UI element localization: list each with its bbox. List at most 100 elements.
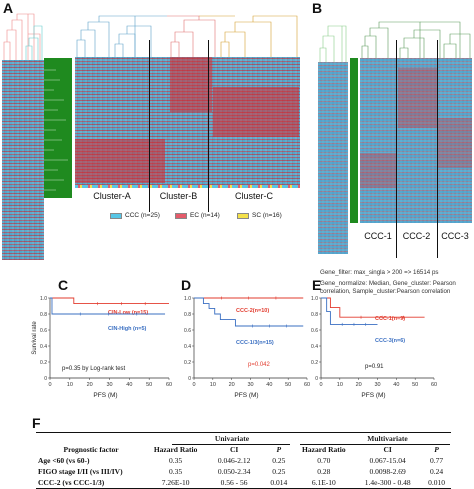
legend-label-sc: SC (n=16) bbox=[252, 212, 282, 219]
x-tick-label: 30 bbox=[247, 382, 253, 388]
legend-item-ec: EC (n=14) bbox=[175, 212, 220, 219]
km-plot-d: 1.0 0.8 0.6 0.4 0.2 00 10 20 30 40 50 60 PFS (M) CCC-… bbox=[184, 296, 310, 399]
y-tick-label: 0.8 bbox=[311, 312, 318, 318]
km-series-label: CIN-High (n=5) bbox=[108, 326, 147, 332]
table-header-row: Prognostic factor Hazard Ratio CI P Haza… bbox=[36, 444, 451, 455]
table-cell: 6.1E-10 bbox=[311, 478, 336, 487]
table-cell: 1.4e-300 - 0.48 bbox=[364, 478, 411, 487]
multivariate-rule bbox=[300, 444, 450, 445]
prognostic-table: Prognostic factor Hazard Ratio CI P Haza… bbox=[36, 444, 451, 488]
table-cell: 0.067-15.04 bbox=[369, 456, 406, 465]
table-cell: 0.25 bbox=[272, 456, 286, 465]
legend-swatch-ccc bbox=[110, 212, 122, 219]
km-plot-c: 1.0 0.8 0.6 0.4 0.2 00 10 20 30 40 50 60 PFS (M) Surv… bbox=[32, 296, 172, 399]
km-curve-blue bbox=[321, 297, 378, 325]
table-cell: 0.70 bbox=[317, 456, 331, 465]
table-cell: 0.28 bbox=[317, 467, 331, 476]
km-curve-red bbox=[321, 297, 425, 318]
ccc1-cluster-label: CCC-1 bbox=[364, 231, 392, 241]
y-tick-label: 0.4 bbox=[311, 344, 318, 350]
table-cell: 0.56 - 56 bbox=[220, 478, 248, 487]
x-tick-label: 60 bbox=[431, 382, 437, 388]
cluster-b-label: Cluster-B bbox=[159, 191, 198, 201]
x-tick-label: 30 bbox=[106, 382, 112, 388]
table-cell: 0.24 bbox=[429, 467, 444, 476]
km-series-label: CCC-3(n=6) bbox=[375, 338, 405, 344]
x-tick-label: 0 bbox=[192, 382, 195, 388]
correlation-text: correlation, Sample_cluster:Pearson corr… bbox=[320, 288, 451, 295]
univariate-rule bbox=[172, 444, 290, 445]
p-value-text: p=0.042 bbox=[248, 362, 271, 368]
km-plot-e: 1.0 0.8 0.6 0.4 0.2 00 10 20 30 40 50 60 PFS (M) CCC-… bbox=[311, 296, 437, 399]
km-series-label: CCC-2(n=10) bbox=[236, 308, 269, 314]
table-cell: 0.35 bbox=[169, 456, 183, 465]
table-row: CCC-2 (vs CCC-1/3) 7.26E-10 0.56 - 56 0.… bbox=[36, 477, 451, 488]
cluster-divider-b2 bbox=[437, 40, 438, 258]
x-tick-label: 50 bbox=[285, 382, 291, 388]
y-tick-label: 0.6 bbox=[311, 328, 318, 334]
cluster-divider-b1 bbox=[396, 40, 397, 258]
km-curve-red bbox=[50, 297, 169, 305]
gene-cluster-green-bar-b bbox=[350, 58, 358, 223]
left-heatmap-a bbox=[2, 60, 44, 260]
cluster-c-label: Cluster-C bbox=[234, 191, 273, 201]
table-cell: 0.046-2.12 bbox=[217, 456, 251, 465]
table-cell: 0.010 bbox=[428, 478, 445, 487]
uni-hr-header: Hazard Ratio bbox=[153, 445, 198, 454]
row-factor-label: Age <60 (vs 60-) bbox=[38, 456, 90, 465]
table-top-rule bbox=[36, 432, 451, 433]
legend-swatch-sc bbox=[237, 212, 249, 219]
cluster-divider-a1 bbox=[149, 40, 150, 212]
y-tick-label: 1.0 bbox=[40, 296, 47, 302]
km-series-label: CCC-1/3(n=15) bbox=[236, 340, 274, 346]
uni-p-header: P bbox=[276, 445, 282, 454]
cluster-a-label: Cluster-A bbox=[93, 191, 131, 201]
cluster-divider-a2 bbox=[208, 40, 209, 212]
legend-item-ccc: CCC (n=25) bbox=[110, 212, 160, 219]
km-curve-blue bbox=[194, 297, 304, 327]
legend-label-ec: EC (n=14) bbox=[190, 212, 220, 219]
table-cell: 0.35 bbox=[169, 467, 183, 476]
legend-item-sc: SC (n=16) bbox=[237, 212, 282, 219]
gene-dendrogram-a bbox=[44, 69, 68, 191]
ccc3-cluster-label: CCC-3 bbox=[441, 231, 469, 241]
panel-label-b: B bbox=[312, 0, 323, 16]
table-cell: 0.25 bbox=[272, 467, 286, 476]
y-tick-label: 0 bbox=[44, 376, 47, 382]
ccc2-cluster-label: CCC-2 bbox=[402, 231, 431, 241]
y-tick-label: 0.2 bbox=[184, 360, 191, 366]
x-tick-label: 40 bbox=[266, 382, 272, 388]
gene-cluster-green-bar-a bbox=[44, 58, 72, 198]
y-tick-label: 0.6 bbox=[184, 328, 191, 334]
x-tick-label: 50 bbox=[146, 382, 152, 388]
univariate-header: Univariate bbox=[214, 434, 250, 443]
y-tick-label: 0 bbox=[188, 376, 191, 382]
table-row: FIGO stage I/II (vs III/IV) 0.35 0.050-2… bbox=[36, 466, 451, 477]
x-tick-label: 10 bbox=[210, 382, 216, 388]
panel-label-e: E bbox=[312, 277, 322, 293]
row-factor-label: FIGO stage I/II (vs III/IV) bbox=[38, 467, 123, 476]
p-value-text: p=0.35 by Log-rank test bbox=[62, 366, 126, 372]
legend-label-ccc: CCC (n=25) bbox=[125, 212, 160, 219]
x-axis-label: PFS (M) bbox=[234, 392, 258, 399]
panel-label-d: D bbox=[181, 277, 192, 293]
left-sample-dendrogram bbox=[3, 13, 43, 60]
panel-label-a: A bbox=[3, 0, 14, 16]
gene-filter-text: Gene_filter: max_singla > 200 => 16514 p… bbox=[320, 269, 439, 276]
x-tick-label: 20 bbox=[87, 382, 93, 388]
km-series-label: CCC-1(n=9) bbox=[375, 316, 405, 322]
legend-swatch-ec bbox=[175, 212, 187, 219]
multi-hr-header: Hazard Ratio bbox=[302, 445, 346, 454]
x-tick-label: 50 bbox=[412, 382, 418, 388]
km-series-label: CIN-Low (n=15) bbox=[108, 310, 148, 316]
main-heatmap-b bbox=[360, 58, 472, 223]
y-tick-label: 0.6 bbox=[40, 328, 47, 334]
table-cell: 0.050-2.34 bbox=[217, 467, 251, 476]
y-tick-label: 0.2 bbox=[311, 360, 318, 366]
prognostic-factor-header: Prognostic factor bbox=[63, 445, 119, 454]
sample-dendrogram-b bbox=[361, 21, 471, 58]
table-cell: 0.77 bbox=[429, 456, 444, 465]
table-cell: 0.014 bbox=[270, 478, 288, 487]
y-tick-label: 0.2 bbox=[40, 360, 47, 366]
y-tick-label: 0.4 bbox=[184, 344, 191, 350]
